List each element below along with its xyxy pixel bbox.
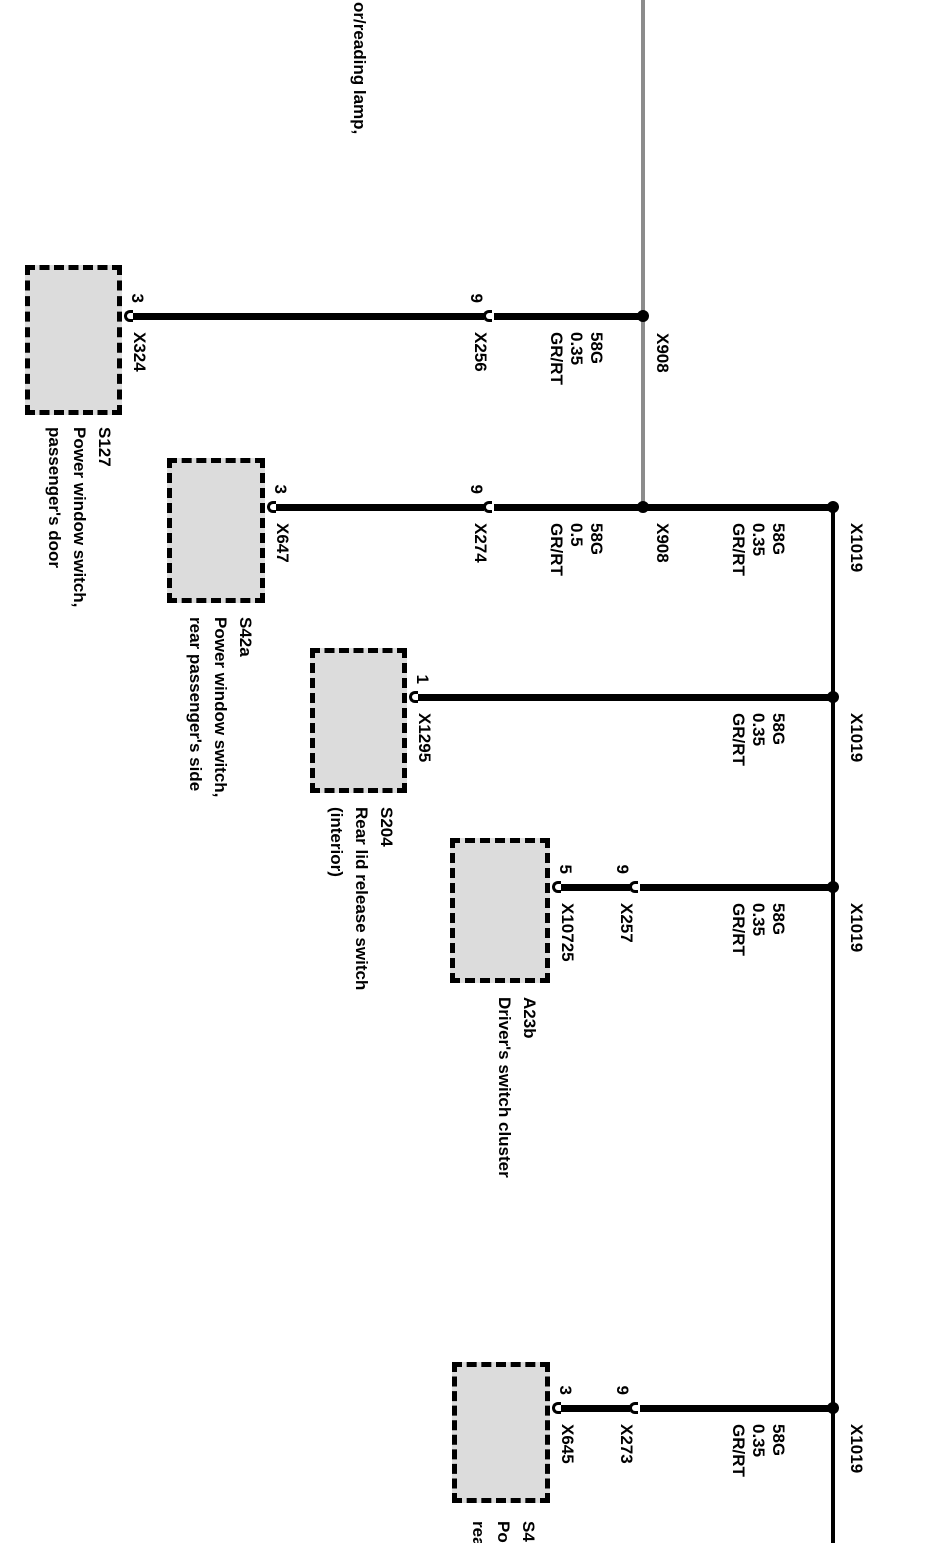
wire-spec-label-S127: GR/RT — [547, 332, 566, 385]
component-label-S4: rea — [469, 1521, 488, 1543]
component-label-S4: Po — [494, 1521, 513, 1543]
inline-connector-name-S4: X273 — [617, 1424, 636, 1464]
bus-line-x1019 — [831, 504, 835, 1543]
wire-spec-label-S4: 58G — [769, 1424, 788, 1457]
junction-dot-S127 — [637, 310, 649, 322]
pin-connector-name-S42a: X647 — [273, 523, 292, 563]
pin-connector-name-A23b: X10725 — [558, 903, 577, 962]
inline-connector-symbol-S127 — [483, 310, 492, 322]
wire-spec-label-S127: 0.35 — [567, 332, 586, 366]
wire-line-S4 — [640, 1405, 835, 1412]
wire-spec-label-S127: 58G — [587, 332, 606, 365]
wire-line-A23b — [561, 884, 630, 891]
wire-spec-label-S42a-lower: GR/RT — [547, 523, 566, 576]
component-box-S4 — [452, 1362, 550, 1503]
pin-connector-symbol-S204 — [409, 691, 418, 703]
inline-connector-pin-S42a: 9 — [467, 484, 486, 494]
inline-connector-pin-S4: 9 — [613, 1385, 632, 1395]
wire-spec-label-S42a-lower: 58G — [587, 523, 606, 556]
component-label-S42a: Power window switch, — [211, 617, 230, 798]
cut-off-component-label: or/reading lamp, — [350, 2, 369, 135]
wire-line-S204 — [418, 694, 835, 701]
wire-spec-label-S42a-lower: 0.5 — [567, 523, 586, 547]
inline-connector-pin-S127: 9 — [467, 293, 486, 303]
inline-connector-name-S127: X256 — [471, 332, 490, 372]
component-box-S204 — [310, 648, 407, 793]
bus-connector-label-S42a: X1019 — [847, 523, 866, 573]
component-box-A23b — [450, 838, 550, 983]
wire-line-S4 — [561, 1405, 630, 1412]
wire-spec-label-A23b: 58G — [769, 903, 788, 936]
component-label-S127: passenger's door — [45, 427, 64, 569]
pin-connector-symbol-S4 — [552, 1402, 561, 1414]
pin-connector-name-S4: X645 — [558, 1424, 577, 1464]
component-label-S127: Power window switch, — [70, 427, 89, 608]
pin-connector-symbol-A23b — [552, 881, 561, 893]
junction-dot-S204 — [827, 691, 839, 703]
pin-number-A23b: 5 — [556, 864, 575, 874]
junction-dot-A23b — [827, 881, 839, 893]
wire-spec-label-A23b: 0.35 — [749, 903, 768, 937]
wire-spec-label-S204: GR/RT — [729, 713, 748, 766]
inline-connector-pin-A23b: 9 — [613, 864, 632, 874]
wire-spec-label-S42a: GR/RT — [729, 523, 748, 576]
bus-connector-label-x908-S42a: X908 — [653, 523, 672, 563]
component-label-S127: S127 — [95, 427, 114, 467]
component-label-S204: S204 — [377, 807, 396, 847]
inline-connector-symbol-S4 — [629, 1402, 638, 1414]
component-label-S42a: S42a — [236, 617, 255, 657]
pin-connector-symbol-S42a — [267, 501, 276, 513]
bus-connector-label-A23b: X1019 — [847, 903, 866, 953]
inline-connector-name-S42a: X274 — [471, 523, 490, 563]
component-label-A23b: A23b — [520, 997, 539, 1039]
component-label-S42a: rear passenger's side — [186, 617, 205, 792]
wire-line-A23b — [640, 884, 835, 891]
wire-spec-label-A23b: GR/RT — [729, 903, 748, 956]
inline-connector-name-A23b: X257 — [617, 903, 636, 943]
wire-spec-label-S4: 0.35 — [749, 1424, 768, 1458]
bus-connector-label-S127: X908 — [653, 333, 672, 373]
pin-number-S127: 3 — [128, 293, 147, 303]
wire-line-S42a — [276, 504, 484, 511]
pin-number-S204: 1 — [413, 674, 432, 684]
wire-spec-label-S4: GR/RT — [729, 1424, 748, 1477]
component-label-S4: S4 — [519, 1521, 538, 1542]
pin-connector-name-S204: X1295 — [415, 713, 434, 763]
inline-connector-symbol-S42a — [483, 501, 492, 513]
pin-connector-name-S127: X324 — [130, 332, 149, 372]
component-box-S42a — [167, 458, 265, 603]
pin-number-S4: 3 — [556, 1385, 575, 1395]
gray-junction-dot-S42a — [637, 501, 649, 513]
bus-connector-label-S204: X1019 — [847, 713, 866, 763]
wire-line-S127 — [133, 313, 484, 320]
wire-spec-label-S204: 0.35 — [749, 713, 768, 747]
wire-spec-label-S204: 58G — [769, 713, 788, 746]
pin-number-S42a: 3 — [271, 484, 290, 494]
pin-connector-symbol-S127 — [124, 310, 133, 322]
component-box-S127 — [25, 265, 122, 415]
wire-line-S42a — [494, 504, 835, 511]
bus-connector-label-S4: X1019 — [847, 1424, 866, 1474]
bus-line-x908 — [641, 0, 645, 509]
junction-dot-S4 — [827, 1402, 839, 1414]
component-label-S204: (interior) — [327, 807, 346, 877]
wire-spec-label-S42a: 58G — [769, 523, 788, 556]
component-label-A23b: Driver's switch cluster — [495, 997, 514, 1178]
junction-dot-S42a — [827, 501, 839, 513]
inline-connector-symbol-A23b — [629, 881, 638, 893]
wire-line-S127 — [494, 313, 645, 320]
component-label-S204: Rear lid release switch — [352, 807, 371, 991]
wire-spec-label-S42a: 0.35 — [749, 523, 768, 557]
